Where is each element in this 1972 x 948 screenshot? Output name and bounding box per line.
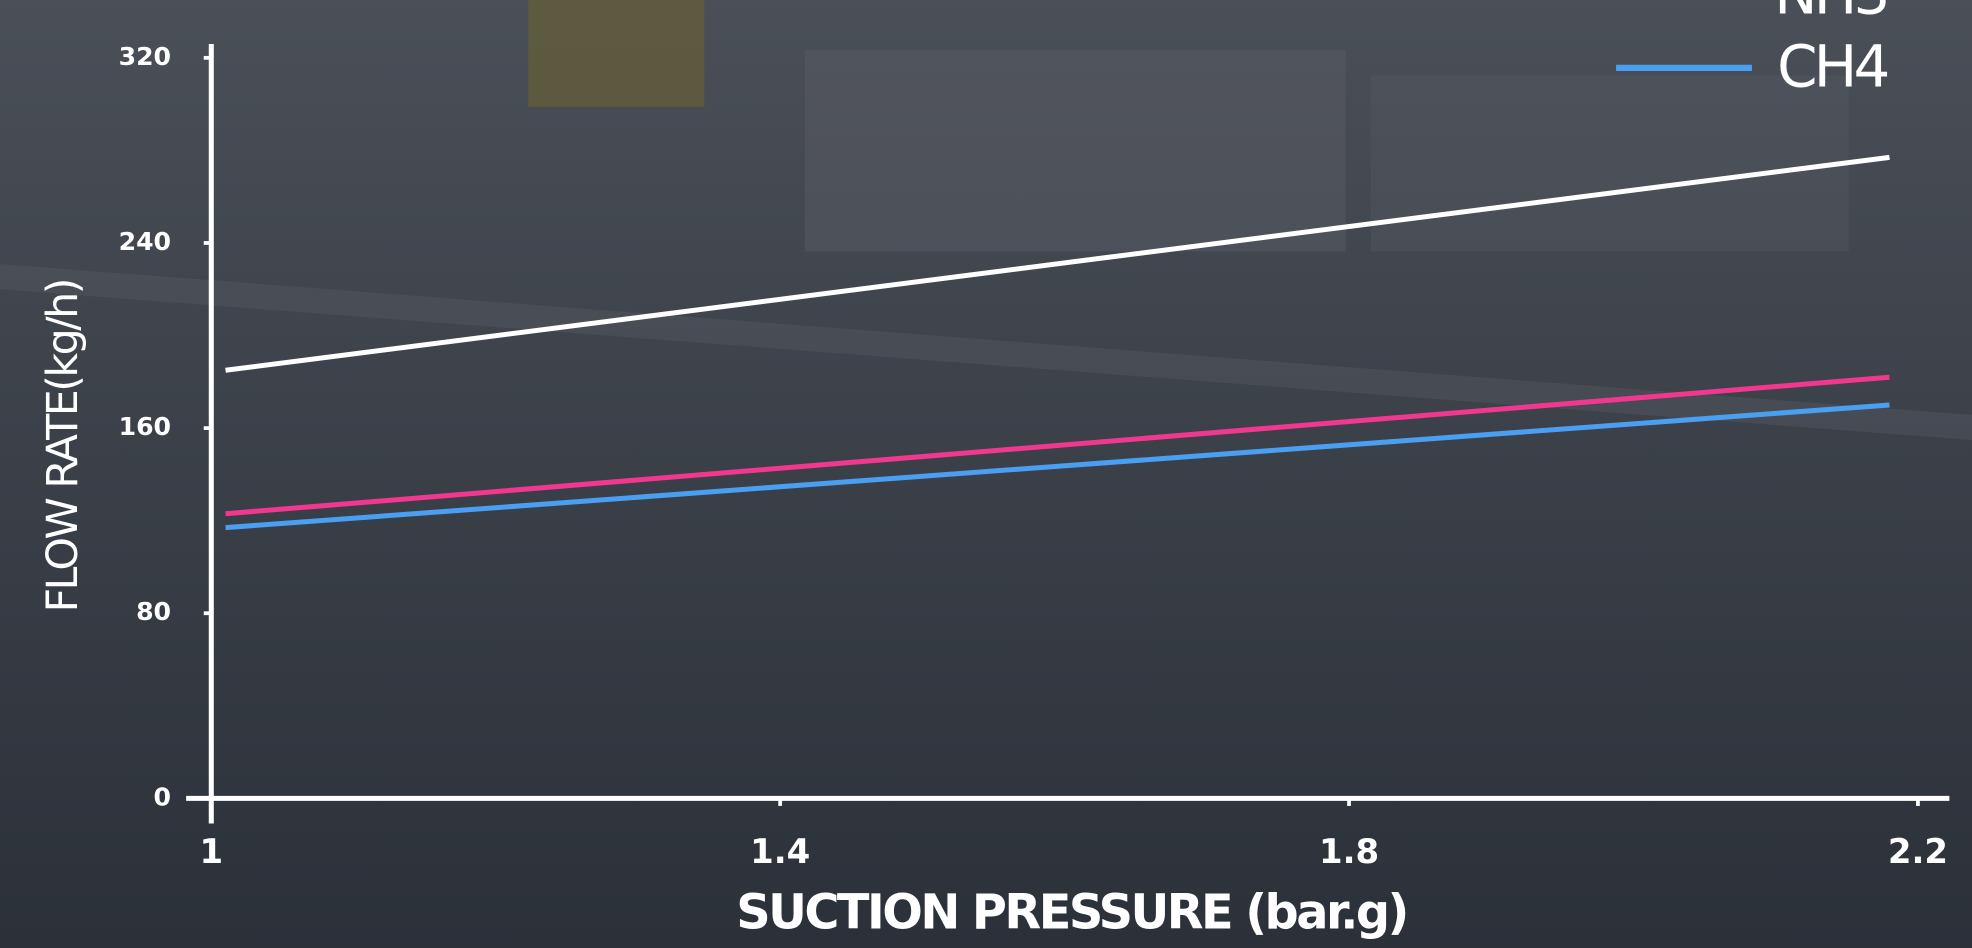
series-line — [225, 374, 1890, 517]
y-tick-label: 160 — [119, 412, 171, 441]
legend-label: NH3 — [1774, 0, 1886, 28]
y-axis-label: FLOW RATE(kg/h) — [38, 280, 88, 612]
y-tick-label: 240 — [119, 227, 171, 256]
x-tick-label: 1 — [199, 832, 223, 872]
background-shape — [0, 264, 1972, 441]
series-line — [225, 402, 1890, 531]
y-tick-label: 80 — [136, 597, 171, 626]
legend-label: CH4 — [1777, 33, 1887, 101]
y-tick-label: 0 — [154, 782, 171, 811]
background-shape — [528, 0, 705, 107]
background-shape — [1370, 75, 1849, 252]
x-tick-label: 1.4 — [750, 832, 810, 872]
background-shape — [804, 50, 1346, 252]
series-line — [225, 154, 1890, 373]
x-tick-label: 1.8 — [1319, 832, 1379, 872]
x-axis-label: SUCTION PRESSURE (bar.g) — [736, 885, 1407, 940]
x-tick-label: 2.2 — [1888, 832, 1948, 872]
y-tick-label: 320 — [119, 42, 171, 71]
